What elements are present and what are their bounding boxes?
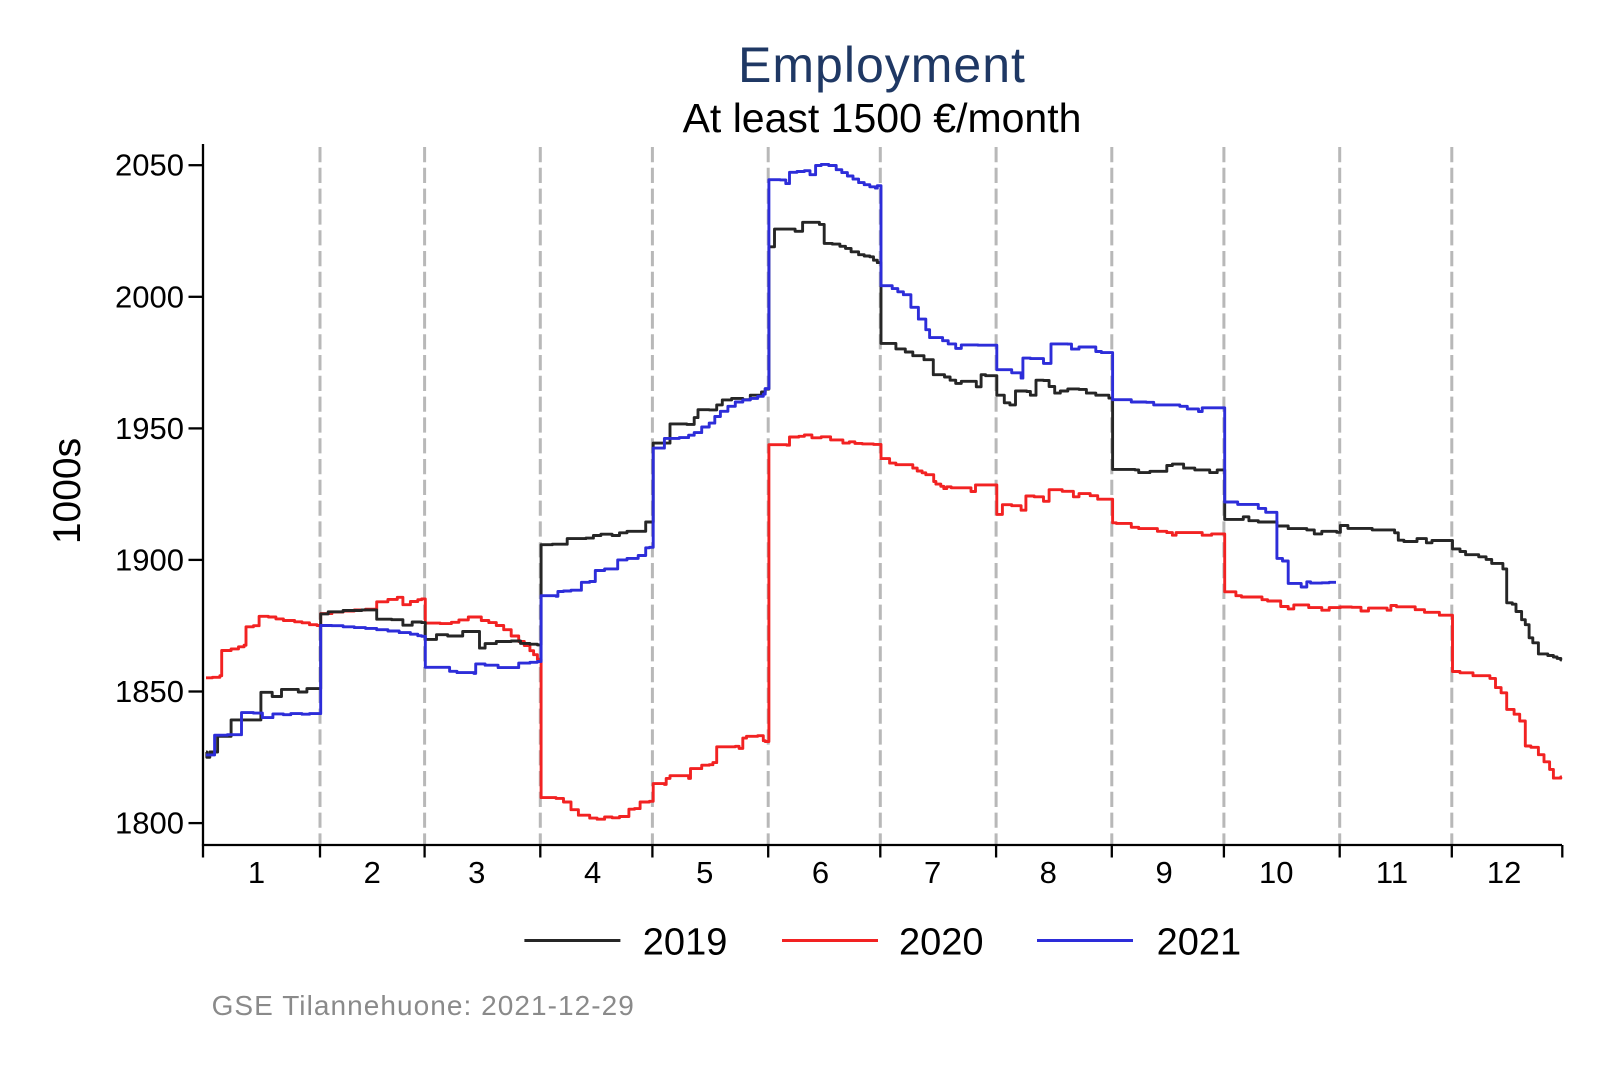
svg-text:2050: 2050: [115, 148, 184, 183]
svg-text:9: 9: [1155, 855, 1172, 890]
svg-text:2: 2: [364, 855, 381, 890]
svg-text:11: 11: [1376, 855, 1408, 890]
svg-text:12: 12: [1487, 855, 1521, 890]
svg-text:1900: 1900: [115, 542, 184, 577]
svg-text:1950: 1950: [115, 411, 184, 446]
svg-text:6: 6: [812, 855, 829, 890]
svg-text:8: 8: [1040, 855, 1057, 890]
svg-text:2000: 2000: [115, 279, 184, 314]
svg-text:1850: 1850: [115, 674, 184, 709]
svg-text:1000s: 1000s: [46, 438, 89, 544]
svg-text:Employment: Employment: [738, 37, 1026, 93]
svg-text:At least 1500 €/month: At least 1500 €/month: [683, 95, 1082, 141]
svg-text:1: 1: [248, 855, 265, 890]
svg-text:7: 7: [924, 855, 941, 890]
svg-text:10: 10: [1259, 855, 1293, 890]
svg-text:2021: 2021: [1157, 922, 1242, 964]
svg-text:2019: 2019: [643, 922, 728, 964]
svg-text:1800: 1800: [115, 806, 184, 841]
svg-text:5: 5: [696, 855, 713, 890]
svg-text:4: 4: [584, 855, 601, 890]
svg-text:GSE Tilannehuone: 2021-12-29: GSE Tilannehuone: 2021-12-29: [212, 990, 635, 1021]
svg-text:3: 3: [468, 855, 485, 890]
svg-text:2020: 2020: [899, 922, 984, 964]
